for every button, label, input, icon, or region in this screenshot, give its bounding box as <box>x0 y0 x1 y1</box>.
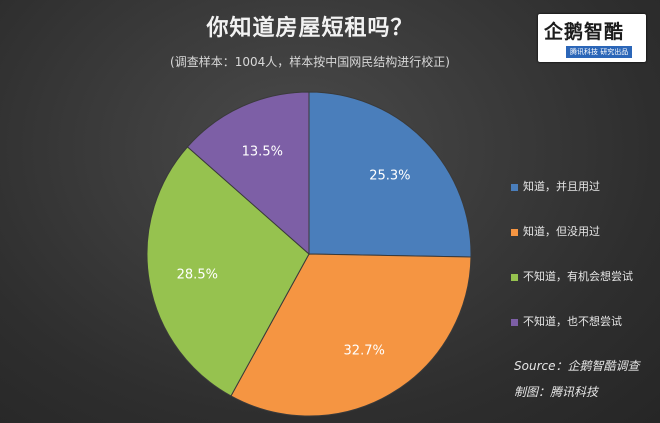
slice-label-1: 25.3% <box>369 169 410 184</box>
chart-title: 你知道房屋短租吗？ <box>206 16 414 41</box>
logo-sub-text: 腾讯科技 研究出品 <box>566 46 633 58</box>
legend-label: 知道，并且用过 <box>523 180 600 193</box>
slice-label-2: 32.7% <box>344 343 385 358</box>
legend-swatch <box>511 274 518 281</box>
pie-slice-3 <box>146 146 310 397</box>
pie-slice-4 <box>186 91 310 256</box>
slice-label-3: 28.5% <box>177 268 218 283</box>
legend-label: 不知道，有机会想尝试 <box>523 270 633 283</box>
chart-subtitle: (调查样本：1004人，样本按中国网民结构进行校正) <box>170 55 450 69</box>
slice-label-4: 13.5% <box>242 145 283 160</box>
legend-swatch <box>511 319 518 326</box>
legend-label: 知道，但没用过 <box>523 225 600 238</box>
source-note: Source：企鹅智酷调查 <box>514 359 640 373</box>
credit-note: 制图：腾讯科技 <box>514 385 599 399</box>
pie-slice-1 <box>308 91 472 258</box>
legend-label: 不知道，也不想尝试 <box>523 315 622 328</box>
legend-swatch <box>511 229 518 236</box>
logo-main-text: 企鹅智酷 <box>544 21 625 43</box>
legend-swatch <box>511 184 518 191</box>
brand-logo: 企鹅智酷 腾讯科技 研究出品 <box>538 14 646 62</box>
pie-slice-2 <box>230 253 472 417</box>
